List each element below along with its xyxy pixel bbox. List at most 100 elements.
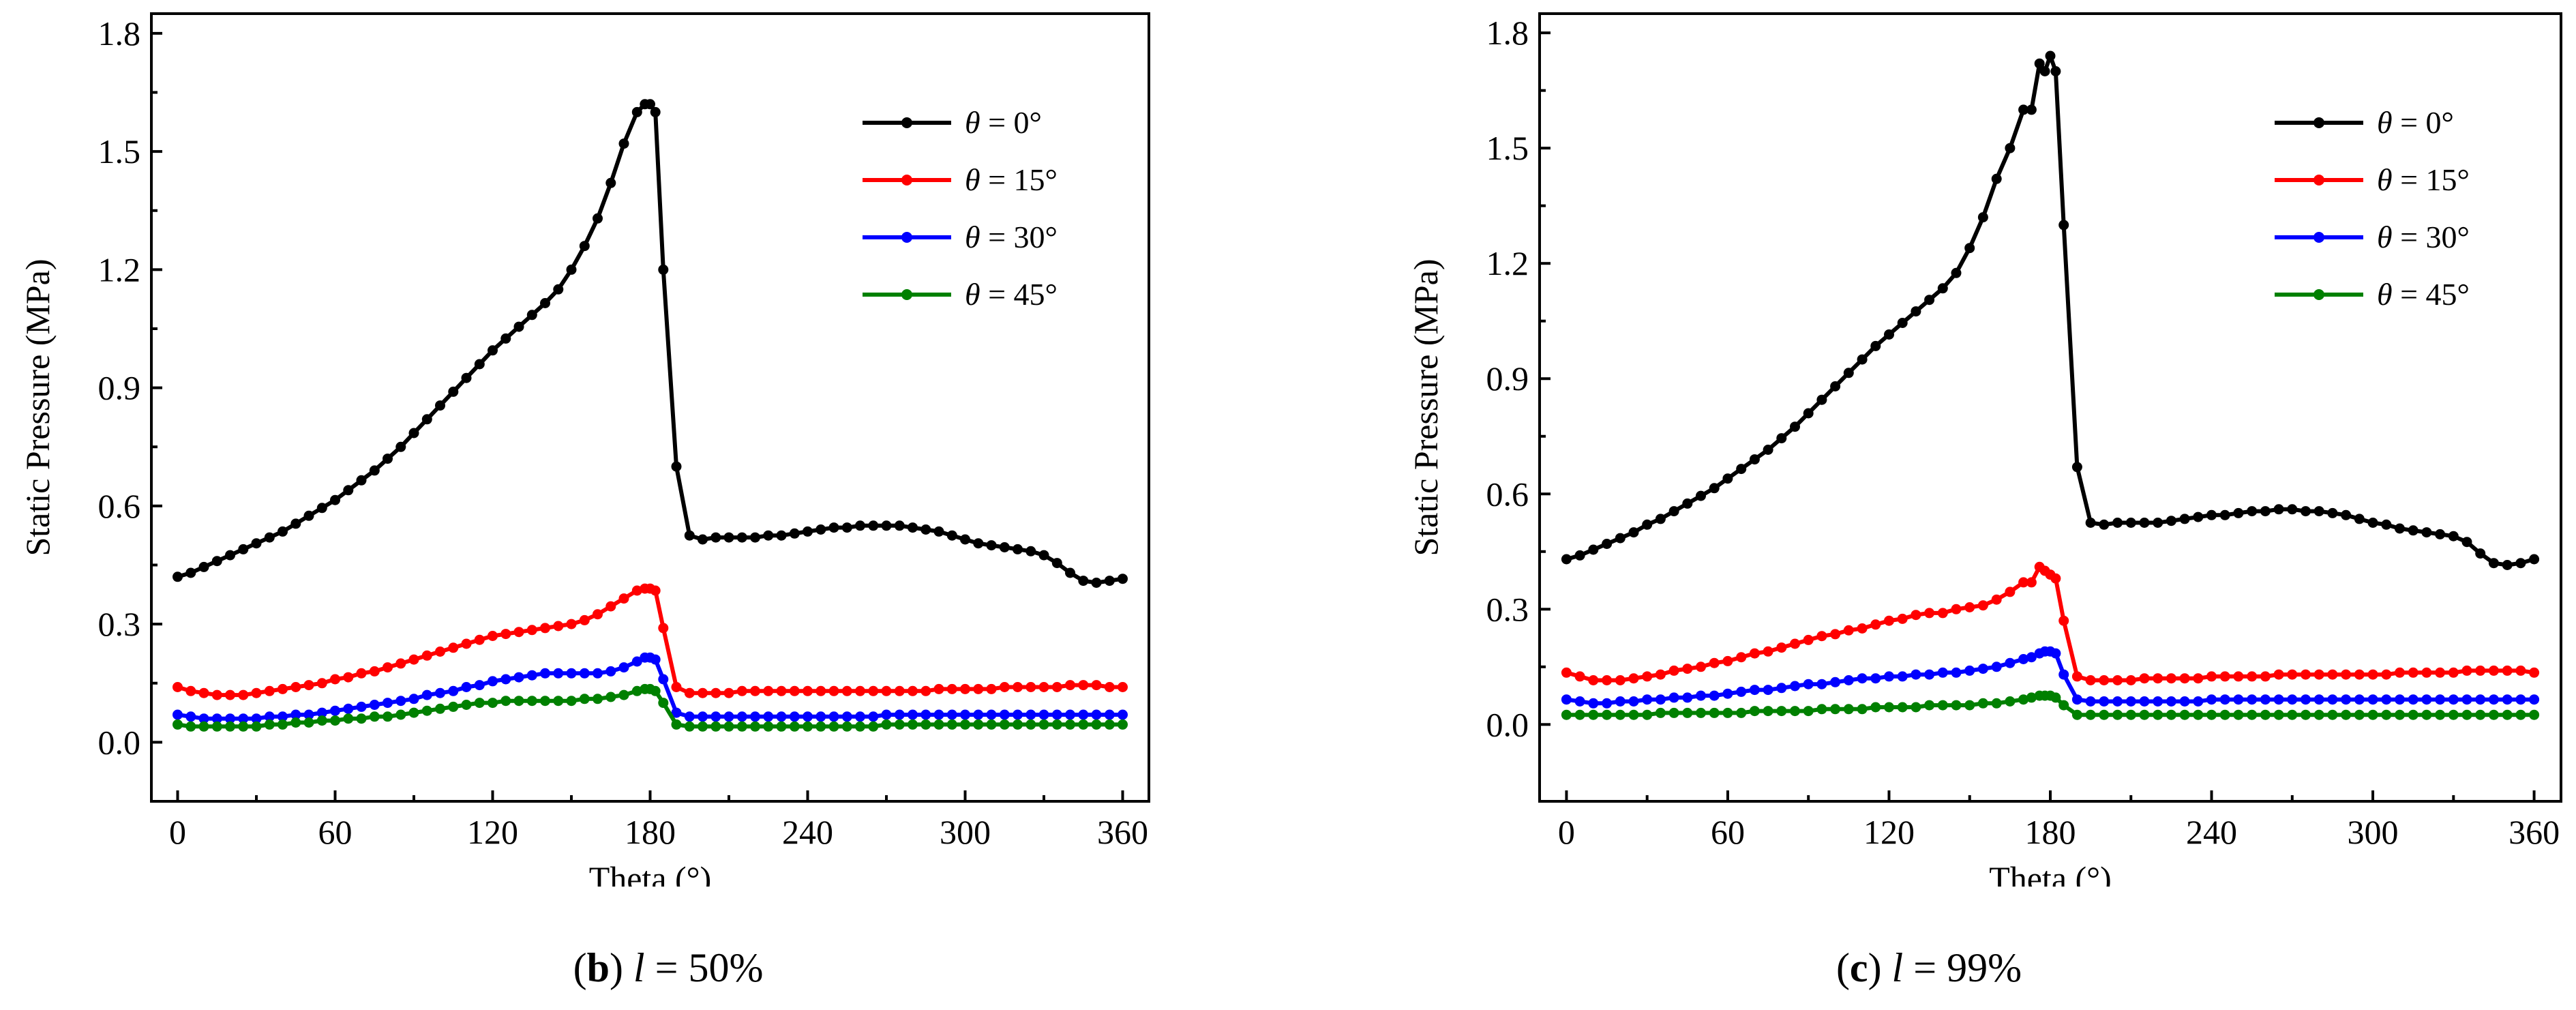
data-point	[698, 534, 708, 545]
data-point	[2071, 709, 2082, 720]
data-point	[1843, 368, 1854, 378]
data-point	[173, 709, 183, 720]
data-point	[986, 719, 997, 730]
caption-equals: =	[1903, 945, 1947, 990]
data-point	[303, 680, 314, 691]
data-point	[1078, 680, 1089, 691]
data-point	[1897, 318, 1908, 328]
data-point	[2488, 694, 2499, 705]
data-point	[553, 621, 564, 632]
chart-caption-c: (c) l = 99%	[1836, 945, 2022, 990]
data-point	[1051, 719, 1062, 730]
data-point	[1937, 283, 1948, 294]
data-point	[815, 685, 826, 696]
data-point	[946, 709, 957, 720]
data-point	[828, 711, 839, 722]
data-point	[1065, 709, 1075, 720]
data-point	[855, 721, 865, 732]
data-point	[278, 683, 288, 694]
y-tick-label: 1.2	[1486, 244, 1529, 282]
data-point	[2448, 709, 2459, 720]
data-point	[2071, 462, 2082, 473]
data-point	[408, 654, 419, 665]
data-point	[225, 550, 235, 561]
data-point	[2341, 709, 2352, 720]
y-axis-label: Static Pressure (MPa)	[1407, 258, 1445, 556]
y-tick-label: 1.8	[1486, 14, 1529, 52]
data-point	[395, 709, 406, 720]
chart-caption-b: (b) l = 50%	[573, 945, 764, 990]
data-point	[435, 647, 445, 657]
data-point	[2273, 694, 2284, 705]
data-point	[1991, 173, 2002, 184]
data-point	[2354, 514, 2365, 524]
data-point	[1709, 690, 1720, 701]
data-point	[1803, 408, 1814, 419]
data-point	[2327, 694, 2338, 705]
chart-plot-b: 0 60 120 180 240 300 360 0.0 0.3 0.6 0.9 1.2 1.5 1.8 T…	[18, 12, 1150, 887]
data-point	[2502, 560, 2513, 570]
data-point	[2166, 696, 2176, 707]
legend-label: θ = 15°	[2377, 162, 2470, 197]
data-point	[251, 713, 262, 724]
data-point	[1736, 652, 1747, 663]
data-point	[2313, 506, 2324, 517]
data-point	[1574, 550, 1585, 561]
data-point	[2435, 529, 2446, 539]
y-tick-label: 0.9	[98, 369, 141, 407]
data-point	[1991, 662, 2002, 672]
data-point	[1964, 665, 1975, 676]
data-point	[908, 685, 918, 696]
data-point	[2219, 709, 2230, 720]
data-point	[1884, 671, 1894, 682]
data-point	[448, 386, 459, 397]
data-point	[684, 530, 695, 541]
y-tick-label: 0.9	[1486, 359, 1529, 398]
data-point	[710, 687, 721, 698]
data-point	[2153, 518, 2163, 528]
data-point	[2515, 665, 2526, 676]
data-point	[1977, 698, 1988, 709]
data-point	[2085, 696, 2096, 707]
data-point	[2313, 669, 2324, 680]
data-point	[1615, 709, 1626, 720]
data-point	[408, 694, 419, 704]
data-point	[868, 721, 879, 732]
data-point	[2153, 696, 2163, 707]
data-point	[1104, 576, 1115, 586]
data-point	[684, 711, 695, 722]
data-point	[2233, 709, 2244, 720]
caption-value: 50%	[688, 945, 764, 990]
data-point	[593, 609, 603, 620]
data-point	[2153, 709, 2163, 720]
data-point	[1763, 706, 1773, 717]
data-point	[2112, 518, 2123, 528]
data-point	[2099, 519, 2110, 530]
caption-variable: l	[633, 945, 645, 990]
data-point	[513, 627, 524, 638]
data-point	[421, 650, 432, 661]
data-point	[278, 711, 288, 722]
data-point	[855, 685, 865, 696]
data-point	[650, 654, 661, 665]
y-tick-label: 1.8	[98, 14, 141, 53]
data-point	[1013, 544, 1023, 554]
legend-symbol: θ	[2377, 105, 2393, 140]
data-point	[920, 685, 931, 696]
data-point	[789, 685, 800, 696]
data-point	[1911, 610, 1921, 621]
data-point	[2408, 525, 2418, 536]
data-point	[2018, 694, 2029, 705]
data-point	[1951, 700, 1962, 711]
data-point	[1588, 709, 1599, 720]
data-point	[579, 668, 590, 679]
data-point	[1736, 464, 1747, 475]
data-point	[2475, 548, 2486, 559]
data-point	[999, 542, 1010, 552]
data-point	[2193, 709, 2204, 720]
data-point	[526, 696, 537, 707]
data-point	[1843, 625, 1854, 636]
data-point	[1763, 445, 1773, 455]
data-point	[2354, 669, 2365, 680]
data-point	[1816, 679, 1827, 689]
